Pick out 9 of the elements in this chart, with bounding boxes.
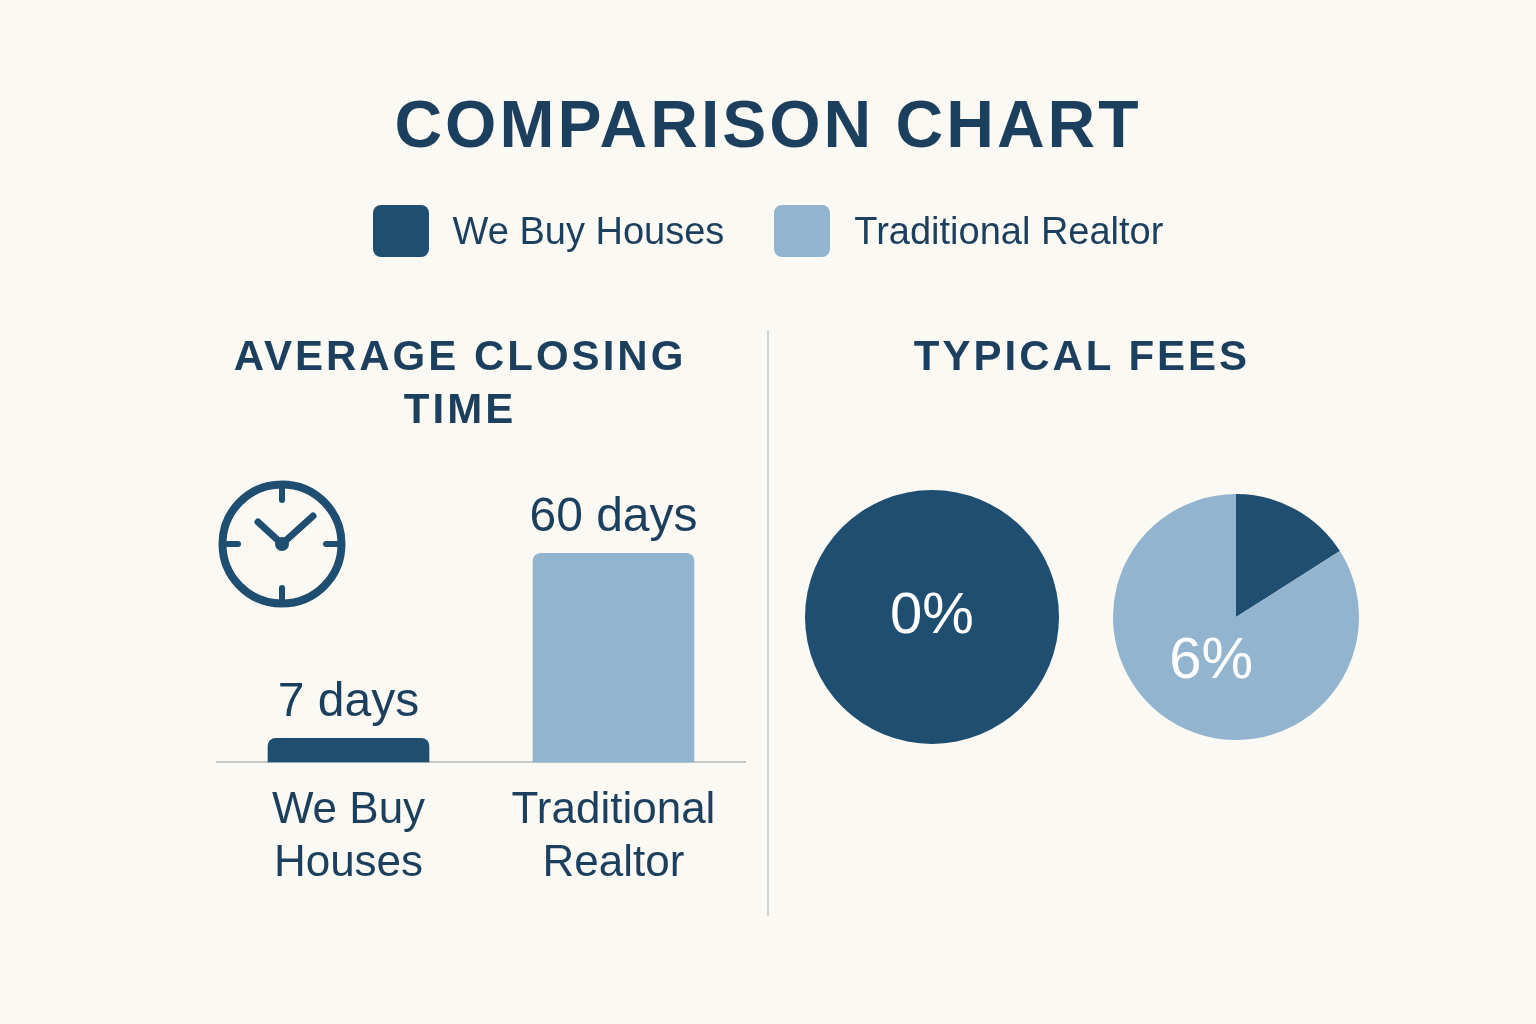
text: 6% — [1169, 625, 1254, 691]
text: 0% — [890, 580, 974, 645]
chart-subtitle: AVERAGE CLOSING TIME — [232, 331, 688, 434]
chart-title: COMPARISON CHART — [393, 86, 1143, 163]
legend-label: We Buy Houses — [452, 209, 725, 254]
data-label: 60 days — [529, 488, 698, 541]
chart-title: TYPICAL FEES — [912, 331, 1252, 381]
data-label: 7 days — [277, 672, 420, 726]
legend-label: Traditional Realtor — [854, 209, 1164, 254]
